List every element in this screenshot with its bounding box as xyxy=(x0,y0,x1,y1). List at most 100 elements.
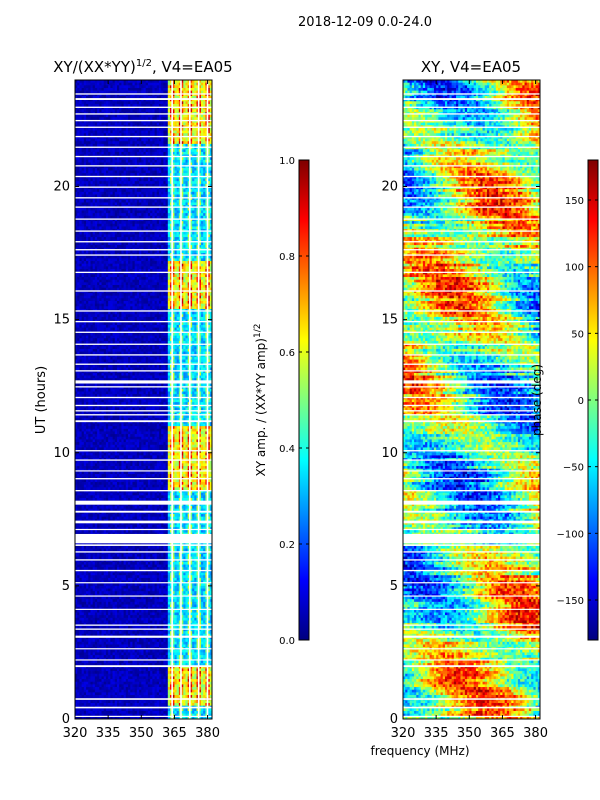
amp-cell xyxy=(101,114,105,118)
amp-cell xyxy=(170,114,173,118)
amp-cell xyxy=(150,167,153,171)
amp-cell xyxy=(86,109,89,113)
amp-cell xyxy=(141,178,144,182)
amp-cell xyxy=(194,87,197,92)
amp-cell xyxy=(165,109,169,113)
amp-cell xyxy=(110,135,113,139)
amp-cell xyxy=(185,141,189,145)
amp-cell xyxy=(194,146,197,150)
amp-cell xyxy=(75,146,78,150)
amp-cell xyxy=(86,181,89,185)
amp-cell xyxy=(130,165,133,169)
amp-cell xyxy=(77,109,80,113)
amp-cell xyxy=(123,159,127,163)
amp-cell xyxy=(163,146,166,150)
amp-cell xyxy=(172,122,175,126)
amp-cell xyxy=(143,149,147,153)
amp-cell xyxy=(187,130,191,134)
amp-cell xyxy=(116,162,120,166)
amp-cell xyxy=(114,146,118,150)
amp-cell xyxy=(174,133,178,137)
amp-cell xyxy=(165,85,169,89)
amp-cell xyxy=(154,167,158,171)
amp-cell xyxy=(196,157,200,161)
amp-cell xyxy=(185,151,189,155)
amp-cell xyxy=(86,122,89,126)
amp-cell xyxy=(165,178,169,182)
amp-cell xyxy=(161,178,164,182)
amp-cell xyxy=(99,143,102,147)
amp-cell xyxy=(139,85,142,89)
amp-cell xyxy=(205,141,208,145)
amp-cell xyxy=(172,151,175,155)
amp-cell xyxy=(116,122,120,126)
amp-cell xyxy=(77,181,80,185)
amp-cell xyxy=(99,80,102,84)
amp-cell xyxy=(161,127,164,131)
amp-cell xyxy=(125,138,129,142)
amp-cell xyxy=(99,85,102,89)
amp-cell xyxy=(97,127,100,131)
amp-cell xyxy=(147,162,151,166)
amp-cell xyxy=(194,95,197,100)
amp-cell xyxy=(105,159,109,163)
amp-cell xyxy=(183,114,186,118)
amp-cell xyxy=(121,162,125,166)
amp-cell xyxy=(194,103,197,108)
amp-cell xyxy=(203,130,206,134)
amp-cell xyxy=(123,151,127,155)
amp-cell xyxy=(79,117,83,121)
amp-cell xyxy=(99,122,102,126)
amp-cell xyxy=(143,165,147,169)
amp-cell xyxy=(121,133,125,137)
amp-cell xyxy=(161,103,164,108)
amp-cell xyxy=(99,103,102,108)
amp-cell xyxy=(200,141,204,145)
amp-cell xyxy=(130,95,133,100)
amp-cell xyxy=(110,170,113,174)
amp-cell xyxy=(103,138,107,142)
amp-cell xyxy=(209,167,212,171)
amp-cell xyxy=(167,122,171,126)
amp-cell xyxy=(181,90,184,94)
amp-cell xyxy=(176,127,180,131)
amp-cell xyxy=(123,146,127,150)
amp-cell xyxy=(97,167,100,171)
amp-cell xyxy=(99,95,102,100)
amp-cell xyxy=(103,135,107,139)
amp-cell xyxy=(121,93,125,97)
amp-cell xyxy=(75,157,78,161)
amp-cell xyxy=(110,106,113,110)
amp-cell xyxy=(119,170,122,174)
amp-cell xyxy=(143,87,147,92)
amp-cell xyxy=(147,165,151,169)
amp-cell xyxy=(200,87,204,92)
amp-cell xyxy=(141,119,144,123)
amp-cell xyxy=(141,143,144,147)
amp-cell xyxy=(99,87,102,92)
amp-cell xyxy=(165,98,169,102)
amp-cell xyxy=(134,151,138,155)
amp-cell xyxy=(194,167,197,171)
amp-cell xyxy=(86,90,89,94)
amp-cell xyxy=(200,151,204,155)
amp-cell xyxy=(145,93,149,97)
amp-cell xyxy=(161,141,164,145)
amp-cell xyxy=(181,141,184,145)
amp-cell xyxy=(94,170,98,174)
amp-cell xyxy=(94,106,98,110)
amp-cell xyxy=(97,165,100,169)
amp-cell xyxy=(79,87,83,92)
amp-cell xyxy=(176,106,180,110)
amp-cell xyxy=(132,133,136,137)
amp-cell xyxy=(187,167,191,171)
amp-cell xyxy=(145,101,149,105)
amp-cell xyxy=(172,114,175,118)
amp-cell xyxy=(194,175,197,179)
amp-cell xyxy=(147,135,151,139)
amp-cell xyxy=(200,103,204,108)
amp-cell xyxy=(128,157,131,161)
amp-cell xyxy=(94,165,98,169)
amp-cell xyxy=(185,157,189,161)
amp-cell xyxy=(174,106,178,110)
